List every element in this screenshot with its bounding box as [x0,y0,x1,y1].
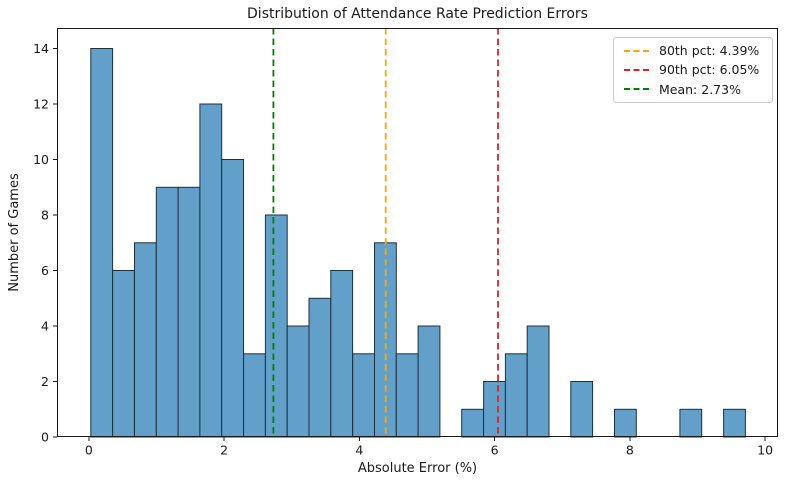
histogram-bar [417,325,441,438]
histogram-bar [483,381,506,438]
y-axis-label-wrap: Number of Games [0,28,28,437]
legend-dash-90th-pct [624,68,651,71]
histogram-bar [504,353,528,438]
y-tick-label: 10 [33,152,49,167]
x-tick-label: 10 [757,443,773,458]
histogram-bar [614,408,637,438]
legend-item-80th-pct: 80th pct: 4.39% [624,42,764,60]
y-tick-label: 12 [33,97,49,112]
histogram-bar [264,214,288,438]
histogram-bar [177,186,201,438]
histogram-bar [352,353,376,438]
y-tick-label: 8 [41,208,49,223]
y-tick-label: 14 [33,41,49,56]
histogram-bar [221,159,244,438]
histogram-bar [199,103,223,438]
y-tick-label: 6 [41,263,49,278]
legend-dash-80th-pct [624,49,651,52]
histogram-bar [155,186,179,438]
histogram-bar [570,381,594,438]
histogram-bar [134,242,157,438]
plot-svg: 0 2 4 6 8 10 0 2 4 6 8 10 12 14 [33,28,778,458]
legend-label-80th-pct: 80th pct: 4.39% [659,43,760,59]
y-tick-label: 4 [41,319,49,334]
histogram-bar [286,325,310,438]
histogram-bar [243,353,266,438]
legend: 80th pct: 4.39% 90th pct: 6.05% Mean: 2.… [613,37,773,103]
legend-item-90th-pct: 90th pct: 6.05% [624,61,764,79]
histogram-bar [395,353,419,438]
legend-label-mean: Mean: 2.73% [659,81,741,97]
x-tick-label: 4 [355,443,363,458]
legend-dash-mean [624,88,651,91]
plot-border [57,28,778,437]
histogram-bar [330,270,354,438]
y-tick-label: 2 [41,374,49,389]
histogram-bar [526,325,550,438]
histogram-bar [308,297,332,438]
legend-label-90th-pct: 90th pct: 6.05% [659,62,760,78]
histogram-bar [112,270,135,438]
histogram-bar [461,408,485,438]
legend-item-mean: Mean: 2.73% [624,80,764,98]
x-axis-label: Absolute Error (%) [357,461,478,476]
histogram-bar [723,408,746,438]
x-tick-label: 2 [220,443,228,458]
y-tick-label: 0 [41,430,49,445]
y-axis-label: Number of Games [6,173,22,292]
histogram-bar [679,408,703,438]
x-tick-label: 6 [491,443,499,458]
x-tick-label: 8 [626,443,634,458]
chart-title: Distribution of Attendance Rate Predicti… [247,6,588,22]
x-tick-label: 0 [85,443,93,458]
histogram-bar [90,48,114,438]
